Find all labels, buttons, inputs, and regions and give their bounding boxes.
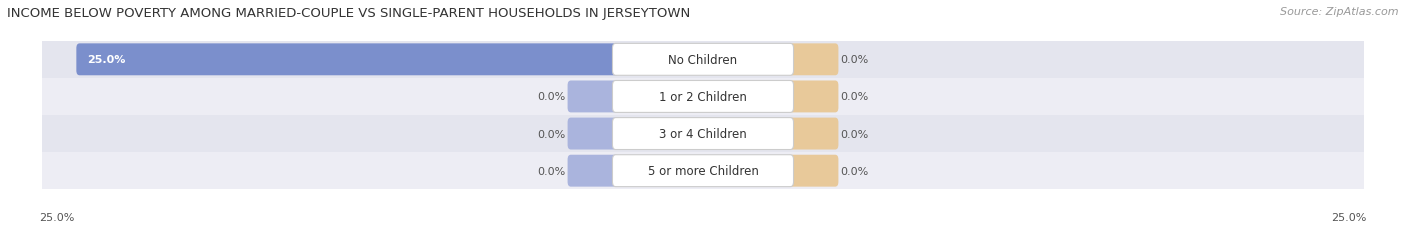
Text: 0.0%: 0.0% — [537, 92, 565, 102]
Text: No Children: No Children — [668, 54, 738, 67]
FancyBboxPatch shape — [787, 44, 838, 76]
FancyBboxPatch shape — [613, 155, 793, 187]
Text: 5 or more Children: 5 or more Children — [648, 164, 758, 177]
Text: 0.0%: 0.0% — [841, 129, 869, 139]
Bar — [42, 42, 1364, 79]
FancyBboxPatch shape — [613, 118, 793, 150]
Text: 1 or 2 Children: 1 or 2 Children — [659, 91, 747, 103]
FancyBboxPatch shape — [76, 44, 619, 76]
Text: 0.0%: 0.0% — [537, 129, 565, 139]
Bar — [42, 79, 1364, 116]
FancyBboxPatch shape — [613, 44, 793, 76]
Text: 0.0%: 0.0% — [841, 92, 869, 102]
FancyBboxPatch shape — [568, 118, 619, 150]
Text: INCOME BELOW POVERTY AMONG MARRIED-COUPLE VS SINGLE-PARENT HOUSEHOLDS IN JERSEYT: INCOME BELOW POVERTY AMONG MARRIED-COUPL… — [7, 7, 690, 20]
Text: 25.0%: 25.0% — [39, 212, 75, 222]
Text: 25.0%: 25.0% — [87, 55, 125, 65]
Text: 25.0%: 25.0% — [1331, 212, 1367, 222]
FancyBboxPatch shape — [787, 118, 838, 150]
FancyBboxPatch shape — [568, 81, 619, 113]
Text: Source: ZipAtlas.com: Source: ZipAtlas.com — [1281, 7, 1399, 17]
FancyBboxPatch shape — [787, 155, 838, 187]
Text: 0.0%: 0.0% — [841, 166, 869, 176]
Text: 0.0%: 0.0% — [537, 166, 565, 176]
FancyBboxPatch shape — [613, 81, 793, 113]
Bar — [42, 116, 1364, 152]
Text: 3 or 4 Children: 3 or 4 Children — [659, 128, 747, 140]
Bar — [42, 152, 1364, 189]
FancyBboxPatch shape — [568, 155, 619, 187]
Text: 0.0%: 0.0% — [841, 55, 869, 65]
FancyBboxPatch shape — [787, 81, 838, 113]
